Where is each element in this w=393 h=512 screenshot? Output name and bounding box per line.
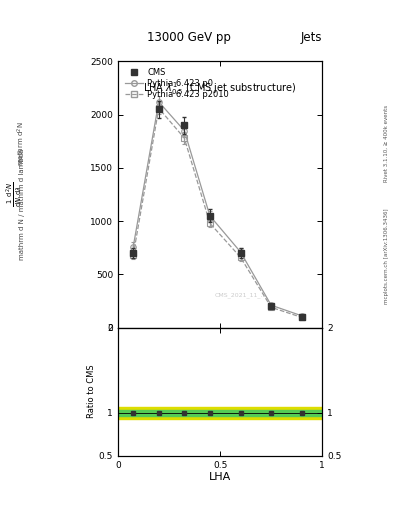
Text: Rivet 3.1.10, ≥ 400k events: Rivet 3.1.10, ≥ 400k events (384, 105, 389, 182)
Y-axis label: Ratio to CMS: Ratio to CMS (87, 365, 96, 418)
Text: CMS_2021_11_...: CMS_2021_11_... (214, 293, 267, 298)
Text: LHA $\lambda^1_{0.5}$ (CMS jet substructure): LHA $\lambda^1_{0.5}$ (CMS jet substruct… (143, 80, 297, 97)
Text: mathrm d N / mathrm d lambda: mathrm d N / mathrm d lambda (18, 149, 25, 261)
Bar (118, 410, 322, 416)
Legend: CMS, Pythia 6.423 p0, Pythia 6.423 p2010: CMS, Pythia 6.423 p0, Pythia 6.423 p2010 (122, 66, 231, 102)
Bar (118, 407, 322, 419)
Text: mcplots.cern.ch [arXiv:1306.3436]: mcplots.cern.ch [arXiv:1306.3436] (384, 208, 389, 304)
Text: mathrm d$^2$N: mathrm d$^2$N (16, 121, 27, 165)
Text: Jets: Jets (301, 31, 322, 44)
Text: 13000 GeV pp: 13000 GeV pp (147, 31, 231, 44)
Text: $\frac{1}{\mathrm{d}N} \frac{\mathrm{d}^2 N}{\mathrm{d}\lambda}$: $\frac{1}{\mathrm{d}N} \frac{\mathrm{d}^… (4, 182, 24, 207)
X-axis label: LHA: LHA (209, 472, 231, 482)
